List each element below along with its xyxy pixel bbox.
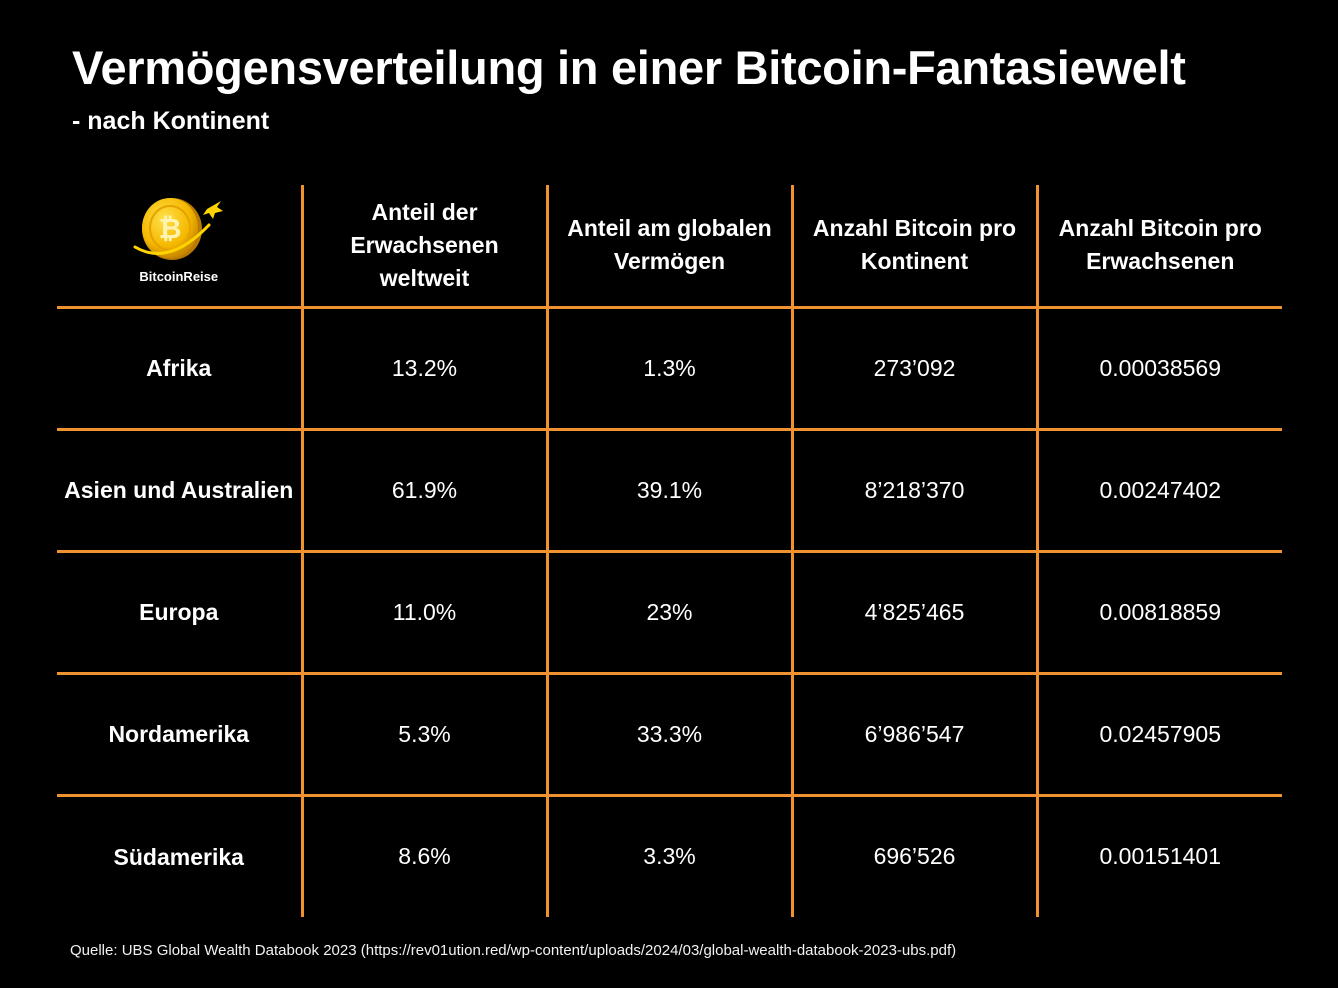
page-subtitle: - nach Kontinent: [72, 107, 270, 135]
table-cell: 696’526: [790, 795, 1037, 917]
table-row: Nordamerika 5.3% 33.3% 6’986’547 0.02457…: [57, 673, 1282, 797]
row-label: Südamerika: [113, 843, 244, 870]
bitcoinreise-logo: ₿ BitcoinReise: [109, 195, 249, 295]
row-label: Asien und Australien: [57, 429, 302, 553]
table-cell: 8’218’370: [790, 429, 1037, 553]
table-cell: 0.00818859: [1035, 551, 1282, 675]
table-cell: 13.2%: [300, 307, 547, 431]
source-note: Quelle: UBS Global Wealth Databook 2023 …: [70, 942, 957, 959]
table-cell: 273’092: [790, 307, 1037, 431]
table-cell: 61.9%: [300, 429, 547, 553]
table-cell: 33.3%: [545, 673, 792, 797]
table-header-row: ₿ BitcoinReise Anteil der Erwachsenen we…: [57, 185, 1282, 309]
table-cell: 11.0%: [300, 551, 547, 675]
page-title: Vermögensverteilung in einer Bitcoin-Fan…: [72, 41, 1186, 94]
bitcoin-coin-with-airplane-icon: ₿: [133, 198, 223, 261]
table-cell: 39.1%: [545, 429, 792, 553]
table-cell: 6’986’547: [790, 673, 1037, 797]
table-cell: 5.3%: [300, 673, 547, 797]
row-label: Europa: [57, 551, 302, 675]
table-cell: 3.3%: [545, 795, 792, 917]
column-header: Anteil am globalen Vermögen: [545, 185, 792, 309]
data-table: ₿ BitcoinReise Anteil der Erwachsenen we…: [57, 185, 1282, 917]
table-row: Europa 11.0% 23% 4’825’465 0.00818859: [57, 551, 1282, 675]
table-cell: 8.6%: [300, 795, 547, 917]
logo-text: BitcoinReise: [139, 269, 219, 285]
table-row: Asien und Australien 61.9% 39.1% 8’218’3…: [57, 429, 1282, 553]
data-table-container: ₿ BitcoinReise Anteil der Erwachsenen we…: [57, 185, 1282, 919]
table-cell: 0.00247402: [1035, 429, 1282, 553]
table-cell: 0.00151401: [1035, 795, 1282, 917]
table-row: Südamerika 8.6% 3.3% 696’526 0.00151401: [57, 795, 1282, 917]
row-label: Afrika: [57, 307, 302, 431]
table-cell: 23%: [545, 551, 792, 675]
table-cell: 0.00038569: [1035, 307, 1282, 431]
column-header: Anzahl Bitcoin pro Erwachsenen: [1035, 185, 1282, 309]
column-header: Anzahl Bitcoin pro Kontinent: [790, 185, 1037, 309]
table-cell: 0.02457905: [1035, 673, 1282, 797]
bitcoin-symbol: ₿: [158, 212, 181, 245]
table-cell: 4’825’465: [790, 551, 1037, 675]
column-header: Anteil der Erwachsenen weltweit: [300, 185, 547, 309]
airplane-icon: [202, 201, 223, 220]
row-label: Nordamerika: [57, 673, 302, 797]
table-cell: 1.3%: [545, 307, 792, 431]
logo-cell: ₿ BitcoinReise: [57, 185, 302, 309]
table-row: Afrika 13.2% 1.3% 273’092 0.00038569: [57, 307, 1282, 431]
